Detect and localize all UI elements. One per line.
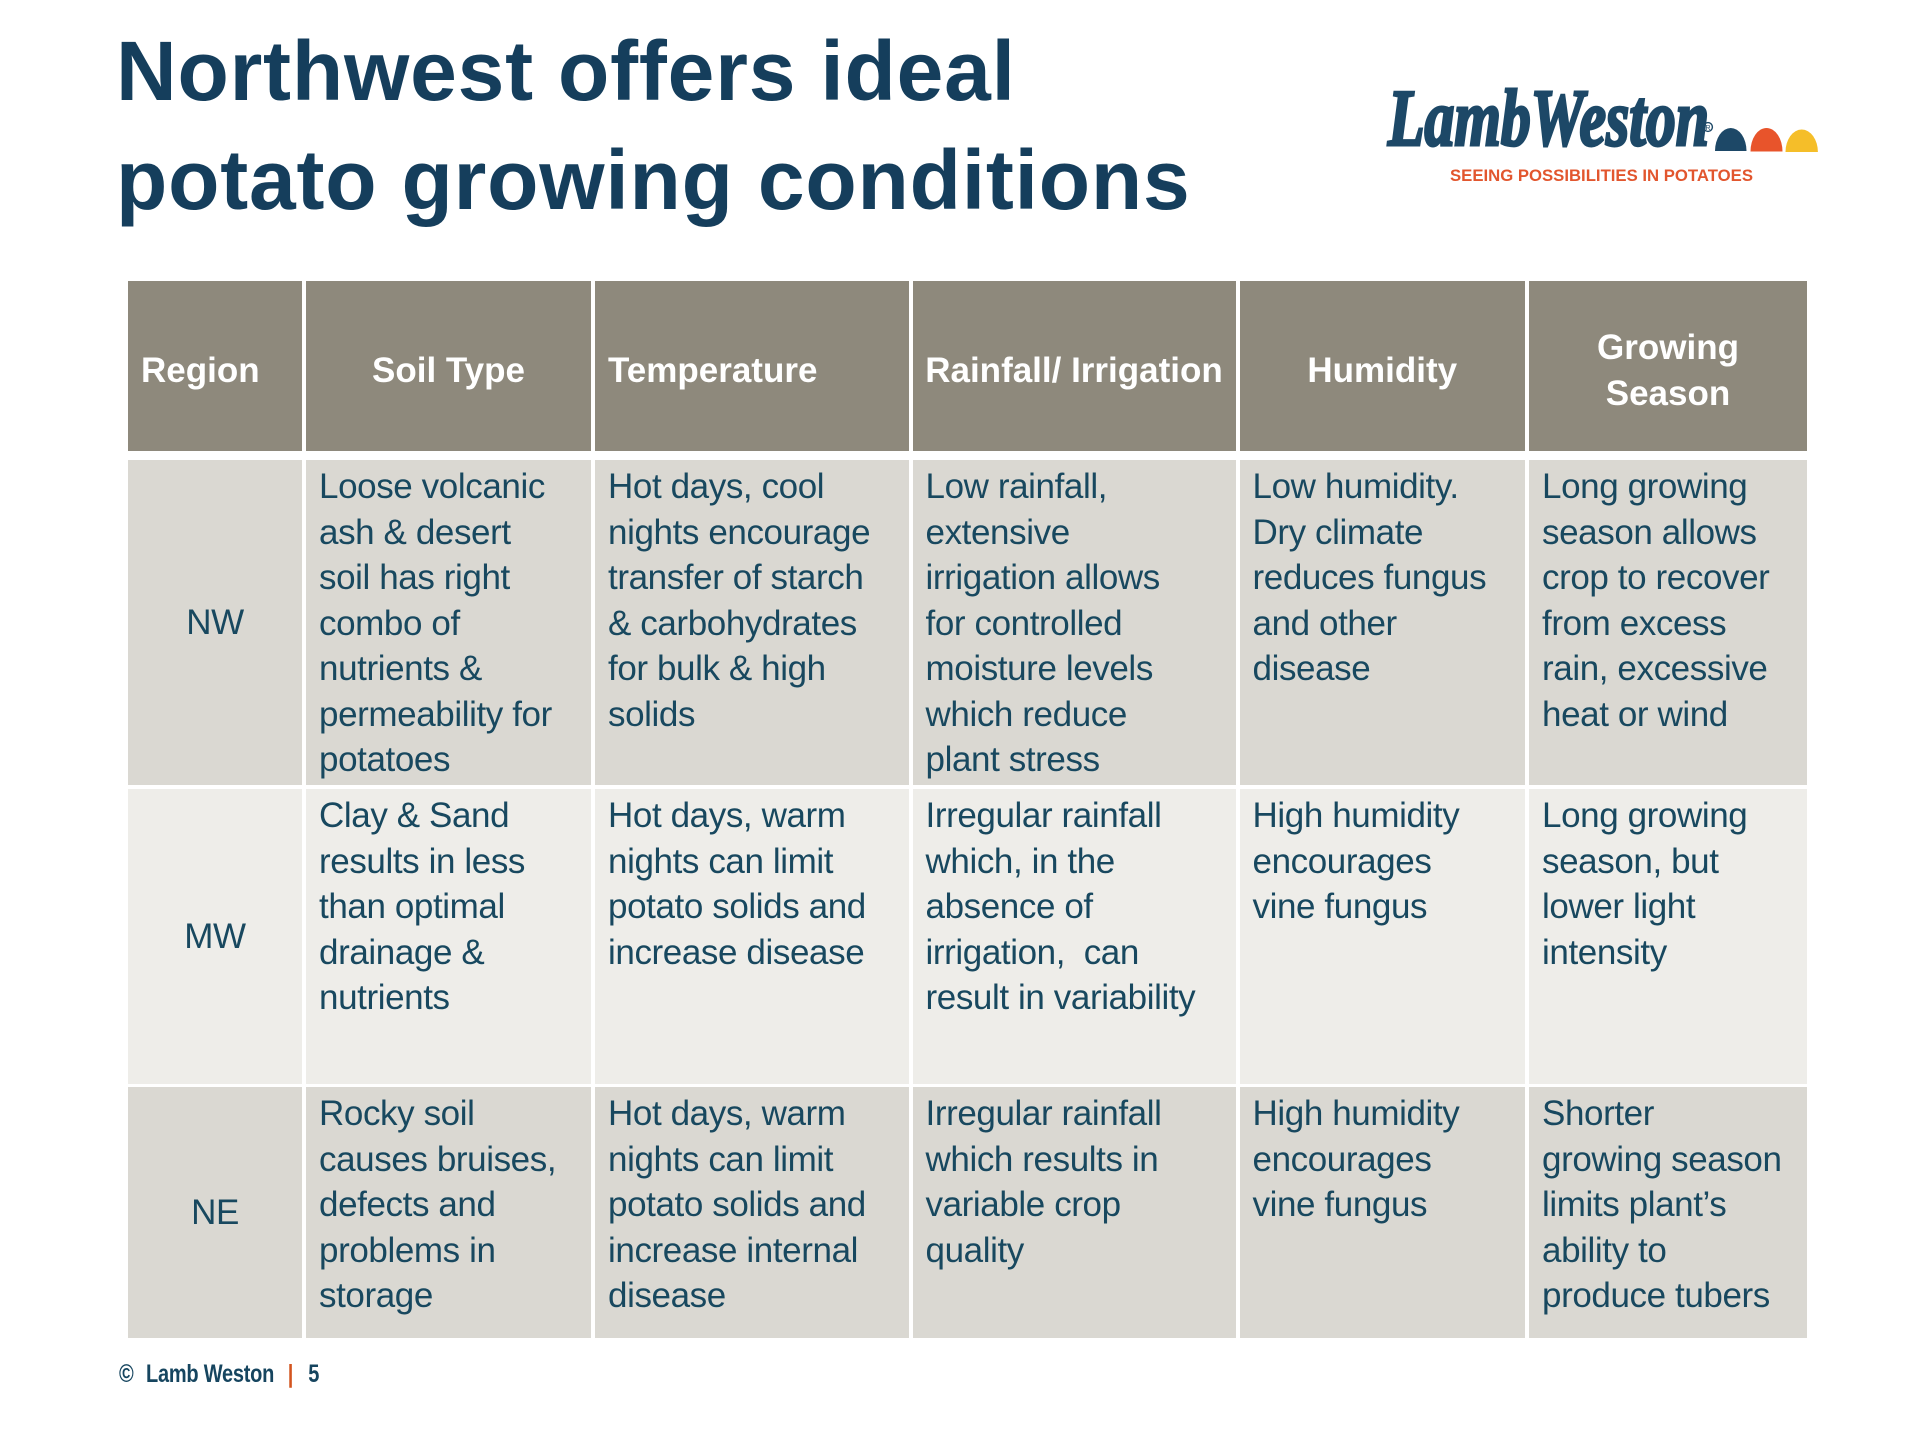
svg-text:SEEING POSSIBILITIES IN POTATO: SEEING POSSIBILITIES IN POTATOES xyxy=(1450,166,1753,185)
svg-text:R: R xyxy=(1705,125,1710,132)
svg-text:LambWeston: LambWeston xyxy=(1387,75,1709,163)
